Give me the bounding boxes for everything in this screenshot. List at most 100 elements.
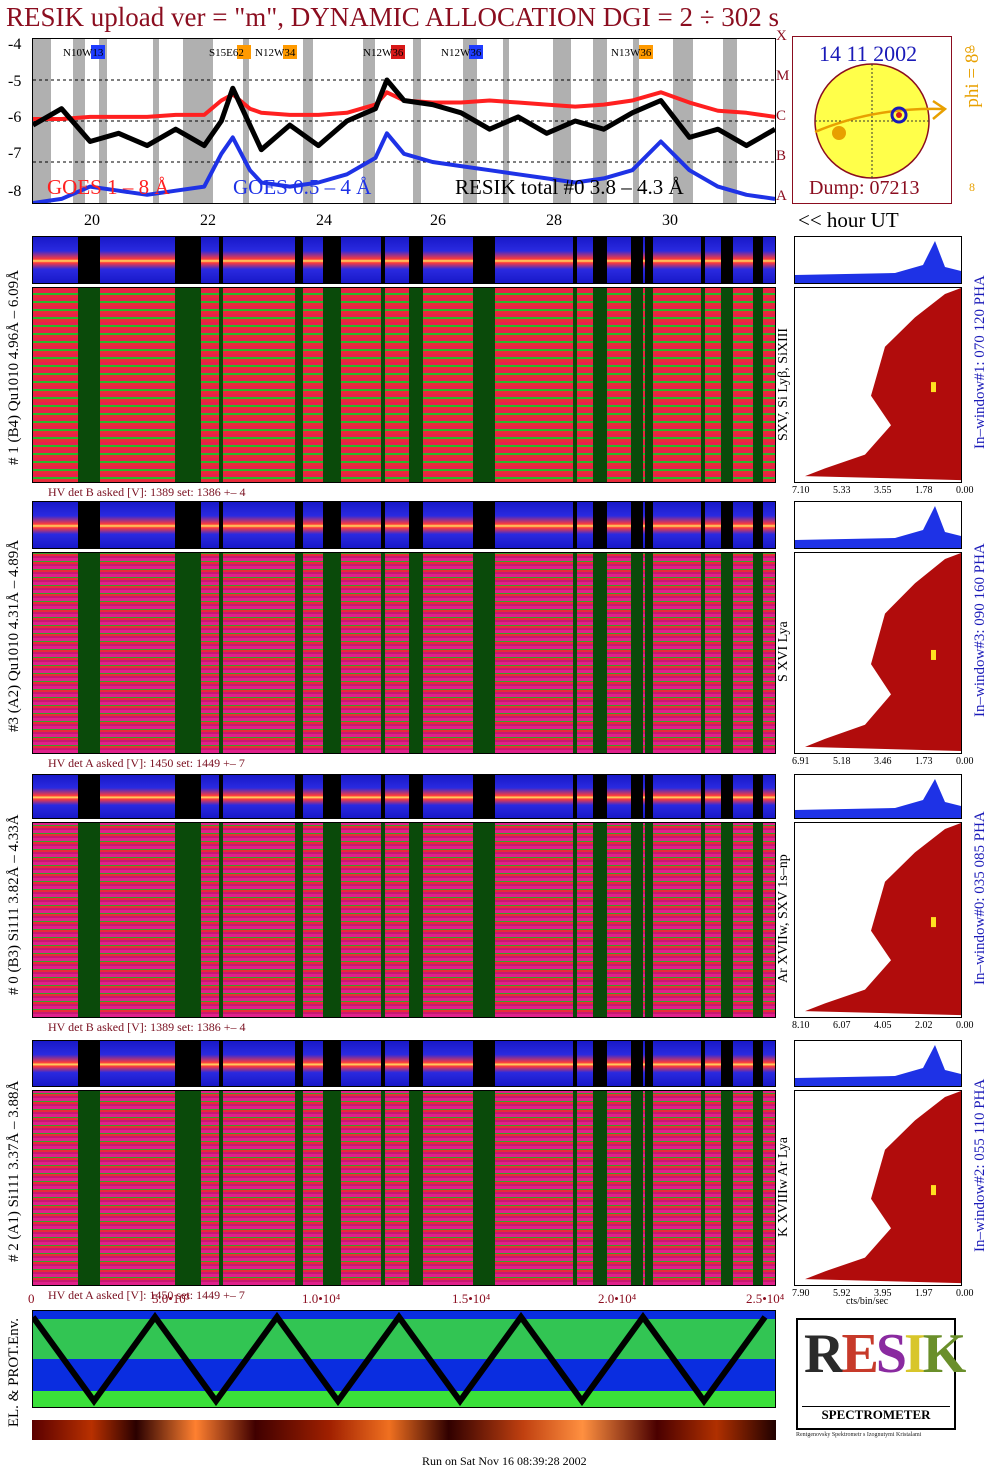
goes-plot: N10W13 S15E62 N12W34 N12W36 N12W36 N13W3… — [32, 38, 776, 204]
data-gap — [631, 823, 643, 1017]
data-gap — [721, 237, 733, 283]
data-gap — [573, 502, 577, 548]
region-label: N13W36 — [611, 47, 652, 59]
data-gap — [631, 288, 643, 482]
data-gap — [409, 502, 423, 548]
region-marker — [283, 45, 297, 59]
channel-wavelength-label: # 2 (A1) Si111 3.37Å – 3.88Å — [6, 1080, 22, 1263]
profile-tick: 0.00 — [956, 485, 974, 496]
data-gap — [78, 288, 100, 482]
spectrum-profile-svg — [805, 288, 961, 481]
data-gap — [593, 823, 607, 1017]
region-marker — [639, 45, 653, 59]
data-gap — [175, 502, 201, 548]
env-tick: 5.0•10³ — [152, 1291, 190, 1306]
data-gap — [78, 553, 100, 753]
axis-units: cts/bin/sec — [846, 1296, 889, 1307]
data-gap — [721, 553, 733, 753]
line-id-label: Ar XVIIw, SXV 1s–np — [776, 854, 791, 984]
spectrum-profile-svg — [805, 553, 961, 751]
channel-strip — [32, 501, 776, 549]
pha-histogram-svg — [795, 1045, 961, 1086]
data-gap — [753, 1091, 763, 1285]
region-marker — [237, 45, 251, 59]
profile-tick: 1.73 — [915, 756, 933, 767]
pha-histogram — [794, 1040, 962, 1087]
phi-tick: 8 — [969, 180, 975, 194]
env-plot-svg — [33, 1311, 775, 1407]
hour-axis: 20 22 24 26 28 30 — [32, 206, 776, 234]
env-tick: 2.5•10⁴ — [746, 1291, 785, 1306]
region-marker — [91, 45, 105, 59]
data-gap — [409, 1091, 423, 1285]
data-gap — [631, 553, 643, 753]
data-gap — [78, 823, 100, 1017]
profile-tick: 2.02 — [915, 1020, 933, 1031]
data-gap — [645, 1041, 653, 1086]
data-gap — [753, 1041, 763, 1086]
data-gap — [409, 553, 423, 753]
data-gap — [219, 553, 223, 753]
profile-tick: 3.55 — [874, 485, 892, 496]
data-gap — [753, 823, 763, 1017]
channel-strip — [32, 774, 776, 819]
legend-goes-short: GOES 0.5 – 4 Å — [233, 175, 372, 199]
data-gap — [753, 775, 763, 818]
data-gap — [381, 288, 385, 482]
dump-label: Dump: 07213 — [809, 177, 920, 199]
data-gap — [219, 288, 223, 482]
data-gap — [721, 775, 733, 818]
data-gap — [645, 1091, 653, 1285]
env-tick: 2.0•10⁴ — [598, 1291, 637, 1306]
data-gap — [175, 823, 201, 1017]
sun-disk — [814, 63, 948, 179]
profile-tick: 7.10 — [792, 485, 810, 496]
profile-tick: 7.90 — [792, 1288, 810, 1299]
data-gap — [219, 1041, 223, 1086]
data-gap — [295, 237, 303, 283]
env-label: EL. & PROT.Env. — [6, 1318, 22, 1428]
shade-band — [99, 39, 107, 203]
y-tick: -6 — [8, 109, 22, 126]
pha-histogram — [794, 774, 962, 819]
data-gap — [753, 502, 763, 548]
data-gap — [701, 1091, 705, 1285]
data-gap — [175, 237, 201, 283]
data-gap — [631, 1041, 643, 1086]
line-id-label: S XVI Lya — [776, 621, 791, 683]
data-gap — [701, 502, 705, 548]
region-marker — [391, 45, 405, 59]
data-gap — [381, 502, 385, 548]
env-band — [33, 1391, 775, 1407]
data-gap — [593, 1041, 607, 1086]
logo-caption: SPECTROMETER — [802, 1406, 950, 1423]
spectrum-profile — [794, 822, 962, 1018]
data-gap — [295, 823, 303, 1017]
profile-tick: 6.07 — [833, 1020, 851, 1031]
region-label: N12W34 — [255, 47, 296, 59]
channel-strip — [32, 236, 776, 284]
data-gap — [573, 823, 577, 1017]
data-gap — [323, 553, 341, 753]
logo-text: RESIK — [804, 1323, 966, 1385]
profile-tick: 3.46 — [874, 756, 892, 767]
data-gap — [473, 1091, 495, 1285]
data-gap — [701, 1041, 705, 1086]
series-line — [33, 131, 775, 203]
data-gap — [645, 237, 653, 283]
y-tick: -7 — [8, 145, 22, 162]
data-gap — [473, 553, 495, 753]
goes-plot-svg — [33, 39, 775, 203]
data-gap — [701, 775, 705, 818]
data-gap — [295, 1091, 303, 1285]
data-gap — [323, 288, 341, 482]
data-gap — [295, 288, 303, 482]
profile-tick: 5.33 — [833, 485, 851, 496]
data-gap — [631, 502, 643, 548]
profile-tick: 3.95 — [874, 1288, 892, 1299]
hour-tick: 28 — [546, 212, 562, 229]
profile-tick: 0.00 — [956, 1020, 974, 1031]
logo-subtitle: Rentgenovsky Spektrometr s Izognutymi Kr… — [796, 1432, 922, 1438]
data-gap — [593, 237, 607, 283]
data-gap — [78, 775, 100, 818]
